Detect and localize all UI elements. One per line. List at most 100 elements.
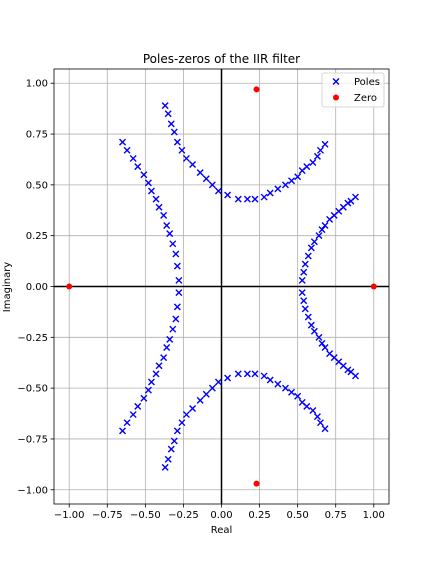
pole-marker-stroke: [175, 289, 183, 297]
pole-marker-stroke: [304, 252, 312, 260]
pole-marker-stroke: [251, 370, 259, 378]
x-tick-label: 0.25: [248, 510, 270, 521]
pole-marker: [316, 419, 324, 427]
pole-marker: [266, 189, 274, 197]
pole-marker-stroke: [208, 181, 216, 189]
pole-marker-stroke: [310, 327, 318, 335]
pole-marker-stroke: [167, 445, 175, 453]
pole-marker-stroke: [243, 370, 251, 378]
pole-marker: [178, 146, 186, 154]
pole-marker: [274, 185, 282, 193]
legend-poles-label: Poles: [354, 77, 380, 88]
pole-marker-stroke: [313, 152, 321, 160]
pole-marker: [344, 366, 352, 374]
pole-marker: [172, 250, 180, 258]
pole-marker: [170, 437, 178, 445]
pole-marker-stroke: [147, 378, 155, 386]
pole-marker: [301, 260, 309, 268]
legend-poles-marker-icon: [332, 78, 340, 85]
pole-marker: [303, 163, 311, 171]
pole-marker: [318, 226, 326, 234]
pole-marker-stroke: [129, 154, 137, 162]
pole-marker-stroke: [310, 238, 318, 246]
pole-marker: [294, 173, 302, 181]
pole-marker: [288, 177, 296, 185]
y-axis-label: Imaginary: [2, 262, 13, 313]
pole-marker-stroke: [234, 370, 242, 378]
pole-marker-stroke: [301, 260, 309, 268]
pole-marker: [189, 161, 197, 169]
pole-marker-stroke: [344, 199, 352, 207]
x-tick-label: −0.75: [92, 510, 123, 521]
pole-marker: [123, 419, 131, 427]
pole-marker: [160, 354, 168, 362]
pole-marker-stroke: [140, 171, 148, 179]
pole-marker-stroke: [164, 110, 172, 118]
pole-marker-stroke: [321, 343, 329, 351]
pole-marker-stroke: [123, 146, 131, 154]
pole-marker: [163, 222, 171, 230]
pole-marker-stroke: [234, 195, 242, 203]
pole-marker-stroke: [178, 419, 186, 427]
pole-marker: [304, 313, 312, 321]
pole-marker-stroke: [196, 169, 204, 177]
pole-marker: [234, 370, 242, 378]
pole-marker: [352, 193, 359, 201]
pole-marker-stroke: [155, 203, 163, 211]
pole-marker: [251, 370, 259, 378]
pole-marker: [202, 175, 210, 183]
pole-marker: [172, 315, 180, 323]
pole-marker: [164, 455, 172, 463]
pole-marker-stroke: [170, 128, 178, 136]
pole-marker: [152, 370, 160, 378]
pole-marker-stroke: [160, 211, 168, 219]
pole-marker-stroke: [119, 138, 127, 146]
pole-marker: [266, 376, 274, 384]
pole-marker-stroke: [301, 305, 309, 313]
pole-marker-stroke: [281, 181, 289, 189]
pole-marker-stroke: [163, 222, 171, 230]
y-tick-label: −0.75: [17, 434, 48, 445]
pole-marker-stroke: [140, 394, 148, 402]
x-tick-label: 0.00: [210, 510, 232, 521]
pole-marker: [147, 378, 155, 386]
pole-marker-stroke: [266, 189, 274, 197]
pole-marker-stroke: [330, 354, 338, 362]
x-tick-label: −0.25: [168, 510, 199, 521]
pole-marker: [298, 289, 306, 297]
x-axis-label: Real: [211, 525, 233, 536]
zero-marker: [66, 283, 73, 290]
pole-marker: [243, 195, 251, 203]
pole-marker: [161, 463, 169, 471]
pole-marker: [175, 289, 183, 297]
pole-marker: [155, 203, 163, 211]
pole-marker-stroke: [352, 193, 359, 201]
pole-marker: [170, 128, 178, 136]
pole-marker-stroke: [167, 120, 175, 128]
pole-marker-stroke: [304, 313, 312, 321]
pole-marker: [243, 370, 251, 378]
pole-marker: [196, 396, 204, 404]
pole-marker: [119, 427, 127, 435]
plot-frame: [53, 68, 390, 505]
legend-zero-marker-icon: [333, 94, 339, 101]
pole-marker-stroke: [119, 427, 127, 435]
pole-marker-stroke: [321, 425, 329, 433]
pole-marker: [224, 191, 232, 199]
legend: Poles Zero: [321, 72, 385, 108]
pole-marker: [316, 146, 324, 154]
pole-marker-stroke: [214, 378, 222, 386]
pole-marker: [175, 276, 183, 284]
pole-marker: [169, 240, 177, 248]
pole-marker-stroke: [309, 159, 317, 166]
pole-marker-stroke: [202, 390, 210, 398]
pole-marker-stroke: [178, 146, 186, 154]
pole-marker: [208, 181, 216, 189]
pole-marker: [144, 386, 152, 394]
pole-marker: [303, 402, 311, 410]
pole-marker-stroke: [344, 366, 352, 374]
pole-marker-stroke: [347, 368, 355, 376]
pole-marker-stroke: [169, 325, 177, 333]
pole-marker: [300, 268, 308, 276]
